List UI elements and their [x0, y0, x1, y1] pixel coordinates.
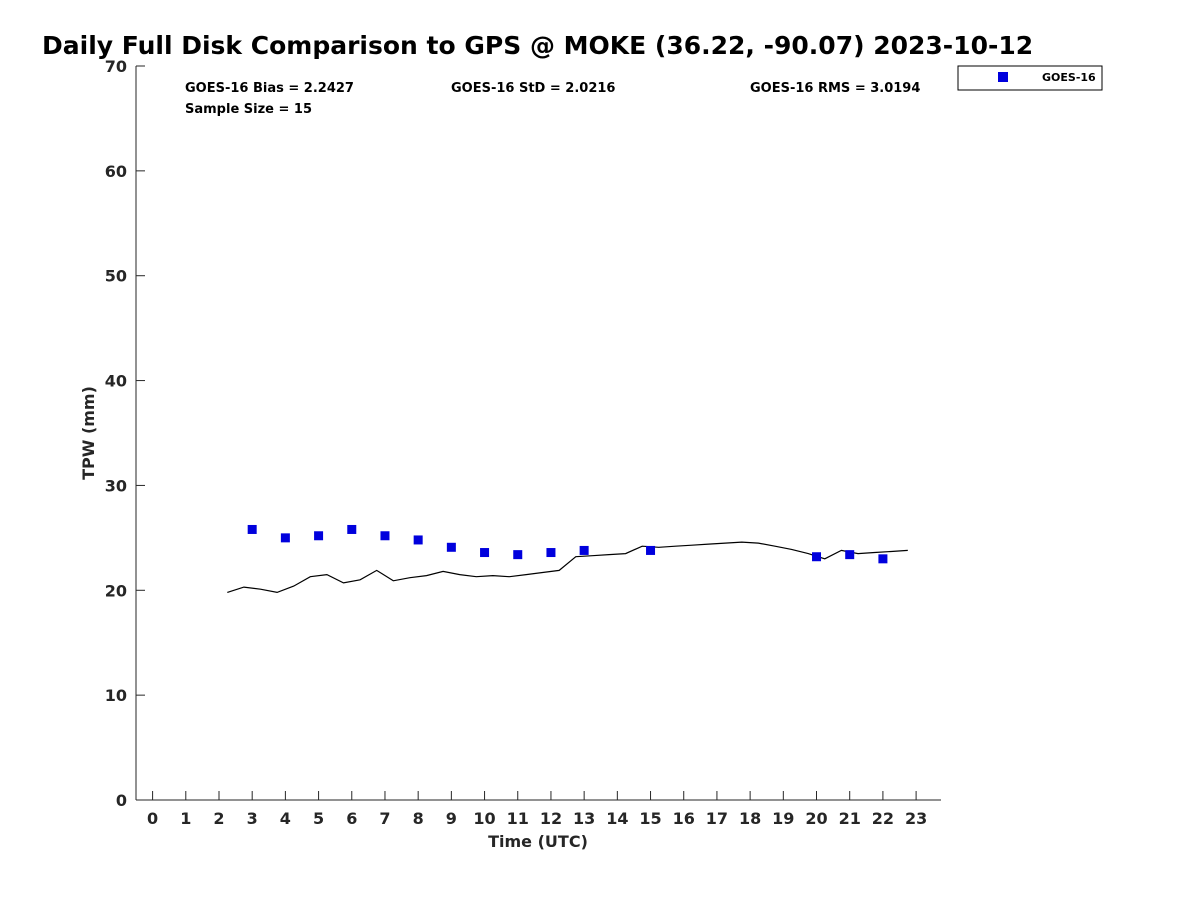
x-tick-label: 13: [573, 809, 595, 828]
gps-tpw-line: [227, 541, 908, 594]
legend: GOES-16: [957, 65, 1103, 91]
goes16-point: [646, 545, 656, 555]
x-tick-label: 17: [706, 809, 728, 828]
x-tick-label: 3: [247, 809, 258, 828]
y-tick-label: 10: [105, 686, 127, 705]
goes16-point: [513, 550, 523, 560]
x-tick-label: 20: [805, 809, 827, 828]
y-tick-label: 60: [105, 162, 127, 181]
std-stat: GOES-16 StD = 2.0216: [451, 81, 615, 96]
goes16-point: [480, 548, 490, 558]
x-tick-label: 18: [739, 809, 761, 828]
y-tick-label: 0: [116, 791, 127, 810]
goes16-point: [347, 524, 357, 534]
goes16-point: [247, 524, 257, 534]
x-tick-label: 12: [540, 809, 562, 828]
x-tick-label: 1: [180, 809, 191, 828]
x-tick-label: 14: [606, 809, 628, 828]
rms-stat: GOES-16 RMS = 3.0194: [750, 81, 920, 96]
goes16-point: [280, 533, 290, 543]
goes16-point: [812, 552, 822, 562]
legend-label: GOES-16: [1042, 71, 1096, 84]
goes16-point: [845, 550, 855, 560]
x-tick-label: 4: [280, 809, 291, 828]
sample-size-stat: Sample Size = 15: [185, 102, 312, 117]
x-tick-label: 2: [213, 809, 224, 828]
goes16-point: [413, 535, 423, 545]
y-tick-label: 30: [105, 476, 127, 495]
y-axis-label: TPW (mm): [79, 386, 98, 480]
x-tick-label: 21: [839, 809, 861, 828]
x-tick-label: 15: [639, 809, 661, 828]
goes16-point: [314, 531, 324, 541]
x-tick-label: 9: [446, 809, 457, 828]
x-tick-label: 22: [872, 809, 894, 828]
goes16-point: [380, 531, 390, 541]
x-tick-label: 11: [507, 809, 529, 828]
x-tick-label: 7: [379, 809, 390, 828]
goes16-point: [579, 545, 589, 555]
x-tick-label: 16: [673, 809, 695, 828]
x-tick-label: 23: [905, 809, 927, 828]
y-tick-label: 40: [105, 372, 127, 391]
chart-title: Daily Full Disk Comparison to GPS @ MOKE…: [42, 31, 1033, 60]
y-tick-label: 20: [105, 581, 127, 600]
goes16-point: [546, 548, 556, 558]
x-tick-label: 5: [313, 809, 324, 828]
legend-marker: [998, 72, 1008, 82]
y-tick-label: 70: [105, 57, 127, 76]
y-tick-label: 50: [105, 267, 127, 286]
x-tick-label: 6: [346, 809, 357, 828]
x-axis-label: Time (UTC): [488, 832, 588, 851]
legend-box: [957, 65, 1103, 91]
x-tick-label: 8: [413, 809, 424, 828]
goes16-point: [878, 554, 888, 564]
x-tick-label: 19: [772, 809, 794, 828]
x-tick-label: 10: [473, 809, 495, 828]
bias-stat: GOES-16 Bias = 2.2427: [185, 81, 354, 96]
goes16-point: [446, 542, 456, 552]
x-tick-label: 0: [147, 809, 158, 828]
